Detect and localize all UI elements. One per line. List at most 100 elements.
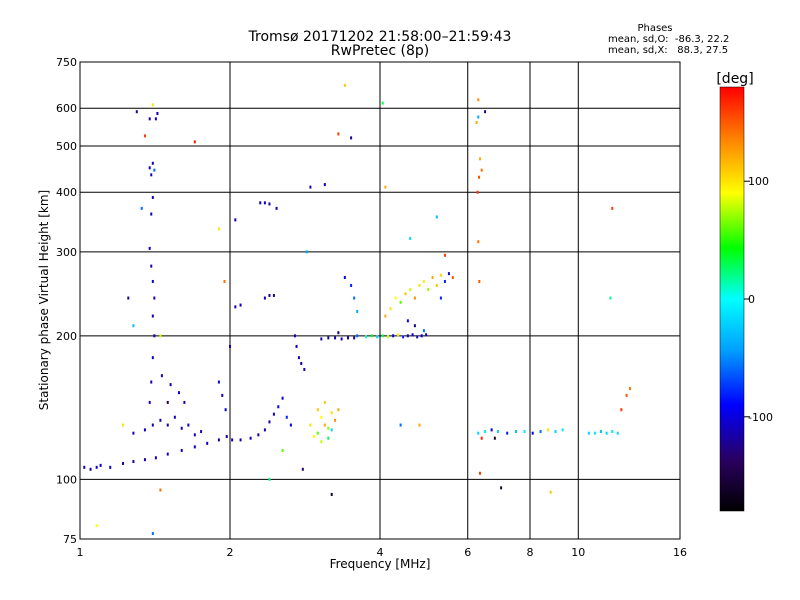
data-point bbox=[611, 206, 614, 210]
data-point bbox=[350, 136, 353, 140]
data-point bbox=[477, 115, 480, 119]
data-point bbox=[418, 283, 421, 287]
data-point bbox=[397, 333, 400, 337]
data-point bbox=[496, 430, 499, 434]
data-point bbox=[231, 438, 234, 442]
y-tick-label: 400 bbox=[56, 186, 77, 199]
data-point bbox=[323, 423, 326, 427]
data-point bbox=[297, 356, 300, 360]
data-point bbox=[411, 333, 414, 337]
data-point bbox=[143, 458, 146, 462]
phase-stats-heading: Phases bbox=[637, 23, 672, 34]
data-point bbox=[268, 477, 271, 481]
data-point bbox=[257, 433, 260, 437]
plot-frame bbox=[79, 61, 681, 540]
data-point bbox=[500, 486, 503, 490]
data-point bbox=[277, 405, 280, 409]
data-point bbox=[327, 336, 330, 340]
phase-stats: Phases mean, sd,O: -86.3, 22.2 mean, sd,… bbox=[608, 23, 729, 56]
data-point bbox=[154, 117, 157, 121]
data-point bbox=[425, 333, 428, 337]
data-point bbox=[593, 431, 596, 435]
y-tick-label: 100 bbox=[56, 473, 77, 486]
data-point bbox=[409, 236, 412, 240]
data-point bbox=[305, 250, 308, 254]
data-point bbox=[323, 400, 326, 404]
data-point bbox=[490, 428, 493, 432]
data-point bbox=[122, 461, 125, 465]
data-point bbox=[484, 110, 487, 114]
data-point bbox=[160, 374, 163, 378]
data-point bbox=[95, 524, 98, 528]
data-point bbox=[477, 98, 480, 102]
data-point bbox=[439, 296, 442, 300]
data-point bbox=[225, 435, 228, 439]
data-point bbox=[409, 288, 412, 292]
data-point bbox=[399, 423, 402, 427]
data-point bbox=[301, 467, 304, 471]
y-tick-label: 200 bbox=[56, 330, 77, 343]
data-point bbox=[159, 488, 162, 492]
data-point bbox=[316, 408, 319, 412]
data-point bbox=[334, 418, 337, 422]
data-point bbox=[406, 334, 409, 338]
x-tick-label: 16 bbox=[673, 546, 687, 559]
data-point bbox=[356, 309, 359, 313]
y-axis: 75 100 200 300 400 500 600 750 bbox=[56, 56, 77, 546]
data-point bbox=[180, 426, 183, 430]
data-point bbox=[99, 463, 102, 467]
data-point bbox=[479, 471, 482, 475]
data-point bbox=[143, 428, 146, 432]
data-point bbox=[150, 173, 153, 177]
data-point bbox=[384, 314, 387, 318]
grid bbox=[80, 62, 680, 539]
data-point bbox=[523, 430, 526, 434]
data-point bbox=[420, 334, 423, 338]
data-point bbox=[132, 431, 135, 435]
data-point bbox=[309, 423, 312, 427]
data-point bbox=[217, 227, 220, 231]
data-point bbox=[451, 276, 454, 280]
data-point bbox=[150, 212, 153, 216]
data-point bbox=[370, 334, 373, 338]
x-tick-label: 6 bbox=[464, 546, 471, 559]
y-tick-label: 300 bbox=[56, 246, 77, 259]
data-point bbox=[263, 428, 266, 432]
data-point bbox=[150, 264, 153, 268]
data-point bbox=[151, 314, 154, 318]
data-point bbox=[303, 367, 306, 371]
data-point bbox=[151, 532, 154, 536]
data-point bbox=[620, 408, 623, 412]
data-point bbox=[263, 201, 266, 205]
data-point bbox=[605, 431, 608, 435]
data-point bbox=[475, 121, 478, 125]
data-point bbox=[295, 344, 298, 348]
data-point bbox=[480, 436, 483, 440]
data-point bbox=[625, 393, 628, 397]
data-point bbox=[334, 336, 337, 340]
data-point bbox=[239, 303, 242, 307]
data-point bbox=[263, 296, 266, 300]
data-point bbox=[166, 423, 169, 427]
data-point bbox=[309, 185, 312, 189]
data-point bbox=[435, 283, 438, 287]
data-point bbox=[493, 436, 496, 440]
chart-title: Tromsø 20171202 21:58:00–21:59:43 bbox=[248, 29, 512, 45]
data-point bbox=[365, 335, 368, 339]
data-point bbox=[477, 175, 480, 179]
data-point bbox=[484, 430, 487, 434]
data-point bbox=[547, 428, 550, 432]
colorbar-label: [deg] bbox=[716, 71, 753, 87]
data-point bbox=[427, 288, 430, 292]
data-point bbox=[587, 431, 590, 435]
data-point bbox=[169, 383, 172, 387]
data-point bbox=[422, 279, 425, 283]
data-point bbox=[153, 168, 156, 172]
data-point bbox=[386, 335, 389, 339]
x-tick-label: 10 bbox=[571, 546, 585, 559]
colorbar-ticks: -100 0 100 bbox=[744, 175, 773, 424]
data-point bbox=[327, 426, 330, 430]
data-point bbox=[151, 195, 154, 199]
data-point bbox=[177, 391, 180, 395]
data-point bbox=[406, 319, 409, 323]
